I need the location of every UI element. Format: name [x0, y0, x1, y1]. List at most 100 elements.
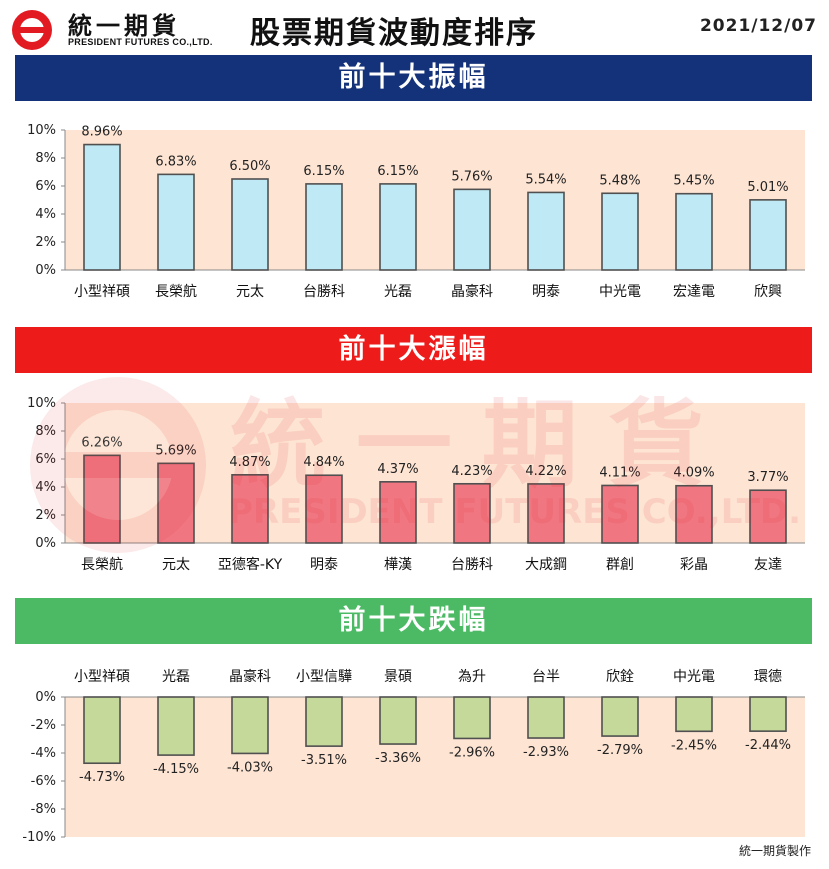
- y-tick-label: 2%: [35, 508, 56, 523]
- bar: [453, 482, 491, 544]
- y-tick-label: 4%: [35, 207, 56, 222]
- data-label: 6.15%: [303, 164, 344, 179]
- category-label: 台半: [532, 669, 560, 685]
- bar: [601, 192, 639, 271]
- data-label: -2.45%: [671, 738, 717, 753]
- bar: [157, 462, 195, 544]
- section-banner-losers: 前十大跌幅: [15, 598, 812, 644]
- bar: [453, 188, 491, 271]
- bar: [231, 474, 269, 544]
- data-label: -2.93%: [523, 745, 569, 760]
- brand-name-en: PRESIDENT FUTURES CO.,LTD.: [68, 37, 213, 47]
- category-label: 晶豪科: [451, 284, 493, 300]
- y-tick-label: -10%: [22, 830, 56, 845]
- data-label: 3.77%: [747, 470, 788, 485]
- category-label: 元太: [162, 557, 190, 573]
- y-tick-label: 2%: [35, 235, 56, 250]
- data-label: 6.26%: [81, 435, 122, 450]
- bar: [379, 183, 417, 271]
- section-banner-amplitude: 前十大振幅: [15, 55, 812, 101]
- category-label: 明泰: [310, 557, 338, 573]
- bar: [453, 696, 491, 740]
- data-label: -2.79%: [597, 743, 643, 758]
- category-label: 中光電: [673, 669, 715, 685]
- data-label: 5.01%: [747, 180, 788, 195]
- bar: [157, 696, 195, 756]
- y-tick-label: 8%: [35, 424, 56, 439]
- y-tick-label: -8%: [31, 802, 56, 817]
- category-label: 亞德客-KY: [218, 556, 283, 573]
- category-label: 光磊: [384, 284, 412, 300]
- data-label: 4.23%: [451, 464, 492, 479]
- category-label: 長榮航: [155, 284, 197, 300]
- bar: [379, 481, 417, 544]
- y-tick-label: 8%: [35, 151, 56, 166]
- category-label: 大成鋼: [525, 557, 567, 573]
- bar: [231, 178, 269, 271]
- category-label: 群創: [606, 557, 634, 573]
- amplitude-bar-chart: 0% 2% 4% 6% 8% 10% 8.96% 小型祥碩 6.83% 長榮航 6.50% 元太 6.1…: [27, 123, 805, 300]
- bar: [83, 143, 121, 271]
- data-label: -2.96%: [449, 745, 495, 760]
- y-tick-label: 10%: [27, 396, 56, 411]
- bar: [527, 483, 565, 544]
- category-label: 小型祥碩: [74, 284, 130, 300]
- y-tick-label: 0%: [35, 536, 56, 551]
- data-label: -4.03%: [227, 760, 273, 775]
- data-label: 5.45%: [673, 174, 714, 189]
- page-title: 股票期貨波動度排序: [250, 16, 538, 51]
- data-label: 4.37%: [377, 462, 418, 477]
- y-tick-label: -2%: [31, 718, 56, 733]
- category-label: 彩晶: [680, 557, 708, 573]
- category-label: 光磊: [162, 669, 190, 685]
- category-label: 明泰: [532, 284, 560, 300]
- bar: [379, 696, 417, 745]
- category-label: 台勝科: [451, 557, 493, 573]
- data-label: 4.09%: [673, 466, 714, 481]
- data-label: 5.76%: [451, 169, 492, 184]
- data-label: 4.22%: [525, 464, 566, 479]
- bar: [157, 173, 195, 271]
- category-label: 為升: [458, 669, 486, 685]
- bar: [601, 696, 639, 737]
- bar: [305, 474, 343, 544]
- bar: [749, 696, 787, 732]
- category-label: 宏達電: [673, 284, 715, 300]
- data-label: 6.15%: [377, 164, 418, 179]
- y-tick-label: 10%: [27, 123, 56, 138]
- data-label: 5.48%: [599, 173, 640, 188]
- losers-bar-chart: 0% -2% -4% -6% -8% -10% -4.73% 小型祥碩 -4.15% 光磊 -4.0…: [22, 669, 805, 845]
- data-label: 6.83%: [155, 154, 196, 169]
- bar: [675, 192, 713, 271]
- category-label: 欣興: [754, 284, 782, 300]
- bar: [83, 696, 121, 765]
- data-label: 5.54%: [525, 172, 566, 187]
- footer-credit: 統一期貨製作: [738, 844, 811, 858]
- gainers-bar-chart: 0% 2% 4% 6% 8% 10% 6.26% 長榮航 5.69% 元太 4.87% 亞德客-KY 4…: [27, 396, 805, 573]
- data-label: 4.11%: [599, 465, 640, 480]
- category-label: 小型祥碩: [74, 669, 130, 685]
- bar: [305, 696, 343, 747]
- data-label: -4.73%: [79, 770, 125, 785]
- bar: [527, 191, 565, 271]
- category-label: 樺漢: [384, 556, 412, 573]
- data-label: -2.44%: [745, 738, 791, 753]
- data-label: -3.51%: [301, 753, 347, 768]
- y-tick-label: -4%: [31, 746, 56, 761]
- bar: [601, 484, 639, 544]
- category-label: 晶豪科: [229, 669, 271, 685]
- category-label: 小型信驊: [296, 669, 352, 685]
- data-label: 4.87%: [229, 455, 270, 470]
- category-label: 長榮航: [81, 557, 123, 573]
- report-date: 2021/12/07: [699, 16, 817, 36]
- bar: [749, 489, 787, 544]
- category-label: 中光電: [599, 284, 641, 300]
- y-tick-label: -6%: [31, 774, 56, 789]
- data-label: -3.36%: [375, 751, 421, 766]
- section-banner-gainers: 前十大漲幅: [15, 327, 812, 373]
- brand-name-cn: 統一期貨: [68, 12, 180, 40]
- data-label: 8.96%: [81, 125, 122, 140]
- bar: [527, 696, 565, 739]
- y-tick-label: 0%: [35, 690, 56, 705]
- category-label: 台勝科: [303, 284, 345, 300]
